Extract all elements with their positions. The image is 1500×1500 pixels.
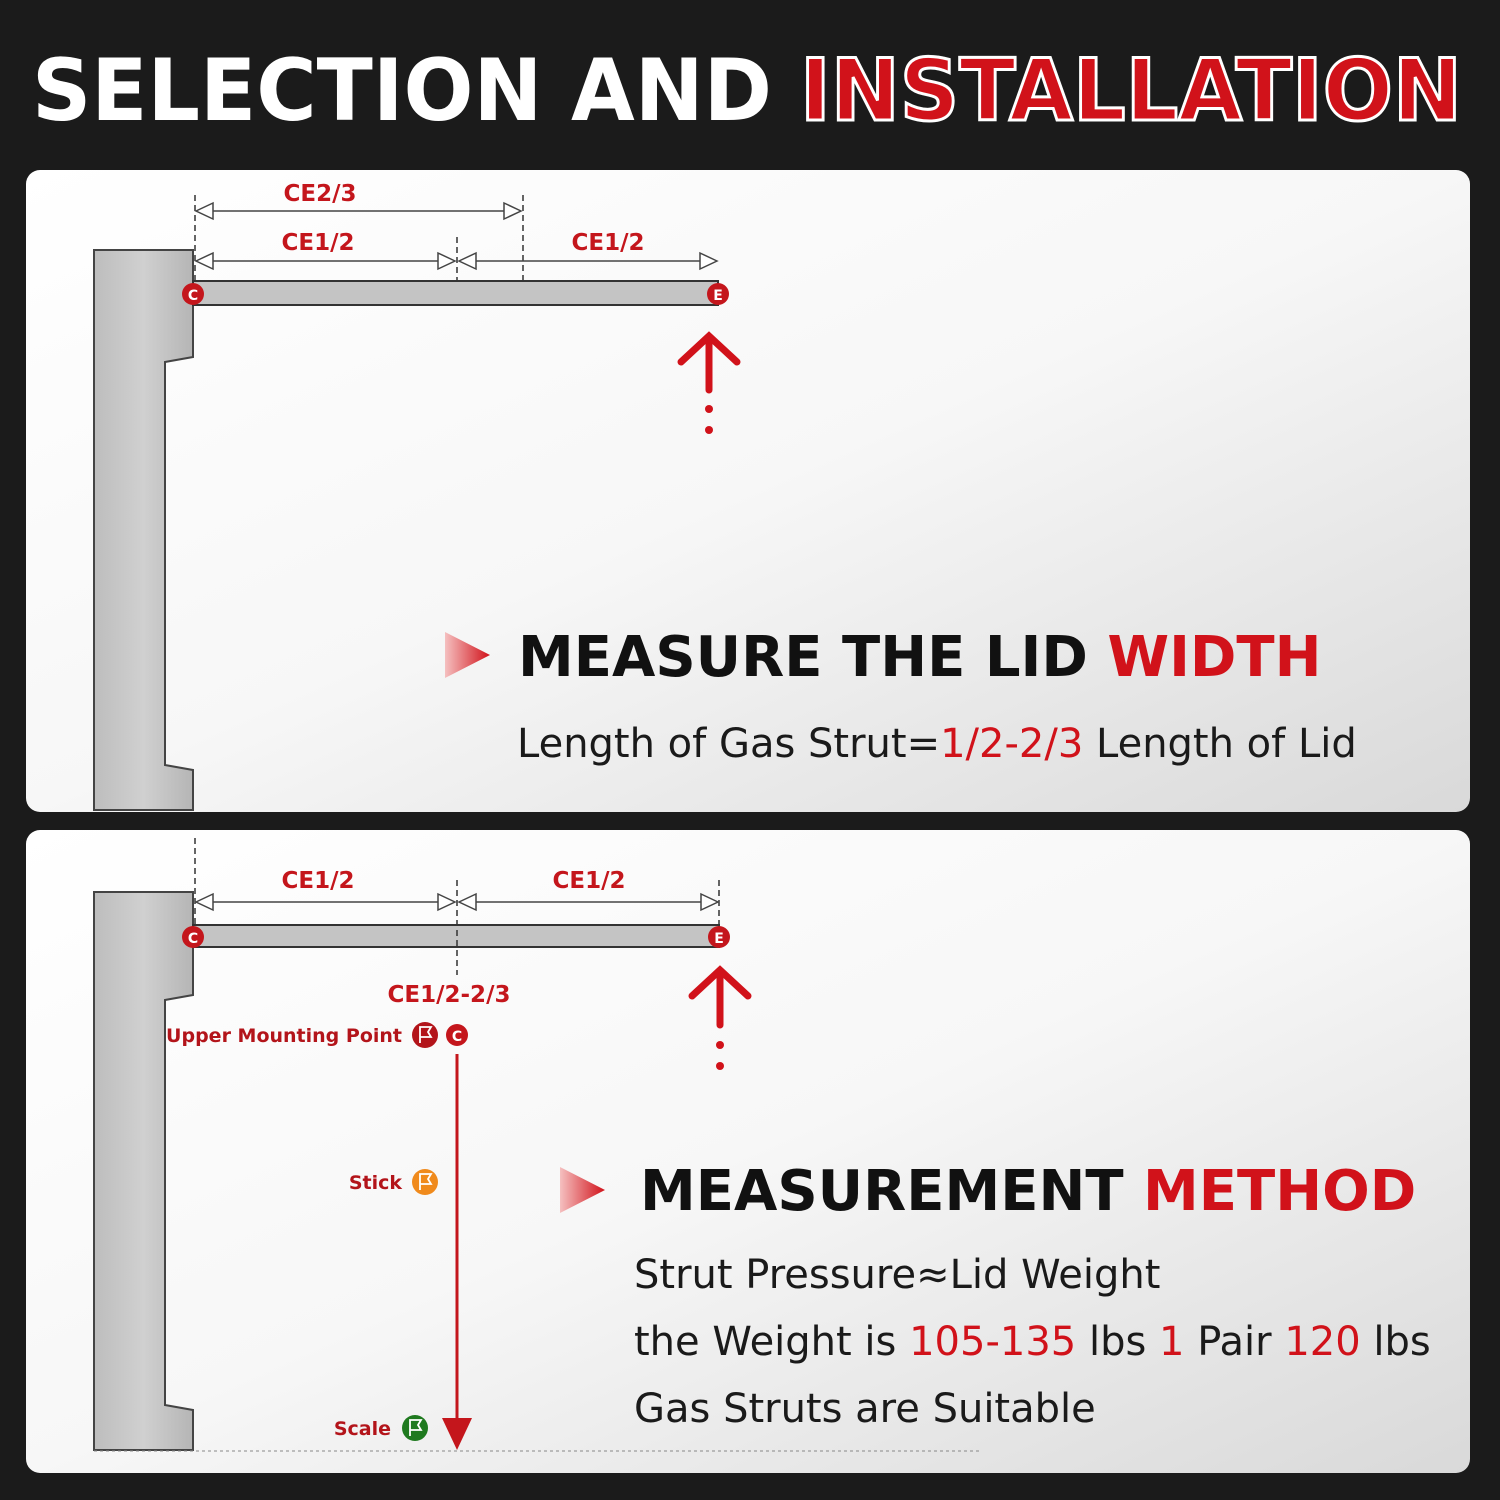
arrow-up-icon: [688, 965, 752, 1029]
dim-ce12-23: CE1/2-2/3: [388, 982, 511, 1008]
weight-line: the Weight is 105-135 lbs 1 Pair 120 lbs: [634, 1319, 1431, 1365]
dim-ce12-left: CE1/2: [282, 868, 355, 894]
point-e-marker: [707, 283, 729, 305]
point-c-label: C: [188, 931, 198, 947]
title-part2: INSTALLATION: [800, 41, 1462, 141]
dimension-lines: [194, 201, 719, 271]
panel-measurement-method: CE1/2 CE1/2 CE1/2-2/3 C E Upper Mounting…: [26, 830, 1470, 1473]
arrow-down-icon: [442, 1054, 472, 1450]
upper-mounting-point-label: Upper Mounting Point: [166, 1025, 402, 1047]
title-part1: SELECTION AND: [32, 41, 772, 141]
lid-bar: [192, 280, 719, 306]
dim-ce12-right: CE1/2: [553, 868, 626, 894]
point-e-label: E: [714, 931, 724, 947]
arrow-up-icon: [677, 331, 741, 394]
heading-measurement-method: MEASUREMENT METHOD: [640, 1159, 1416, 1224]
pressure-line: Strut Pressure≈Lid Weight: [634, 1252, 1160, 1298]
panel-background: [26, 830, 1470, 1473]
point-c-marker: [182, 283, 204, 305]
mount-point-c-label: C: [452, 1029, 462, 1045]
flag-icon: [412, 1169, 438, 1195]
dim-ce12-left: CE1/2: [282, 230, 355, 256]
panel-background: [26, 170, 1470, 812]
play-triangle-icon: [560, 1167, 605, 1213]
lid-bar: [192, 924, 720, 948]
stick-label: Stick: [349, 1172, 403, 1194]
suitable-line: Gas Struts are Suitable: [634, 1386, 1096, 1432]
strut-length-formula: Length of Gas Strut=1/2-2/3 Length of Li…: [517, 721, 1357, 767]
point-c-marker: [182, 926, 204, 948]
heading-measure-lid-width: MEASURE THE LID WIDTH: [518, 625, 1321, 690]
mount-point-c-marker: [446, 1024, 468, 1046]
flag-icon: [412, 1022, 438, 1048]
point-e-marker: [708, 926, 730, 948]
point-e-label: E: [713, 288, 723, 304]
scale-label: Scale: [334, 1418, 391, 1440]
flag-icon: [402, 1415, 428, 1441]
panel-lid-width: CE2/3 CE1/2 CE1/2 C E MEASURE THE LID WI…: [26, 170, 1470, 812]
dimension-lines: [194, 892, 720, 912]
dim-ce12-right: CE1/2: [572, 230, 645, 256]
point-c-label: C: [188, 288, 198, 304]
dim-ce23: CE2/3: [284, 181, 357, 207]
play-triangle-icon: [445, 632, 490, 678]
